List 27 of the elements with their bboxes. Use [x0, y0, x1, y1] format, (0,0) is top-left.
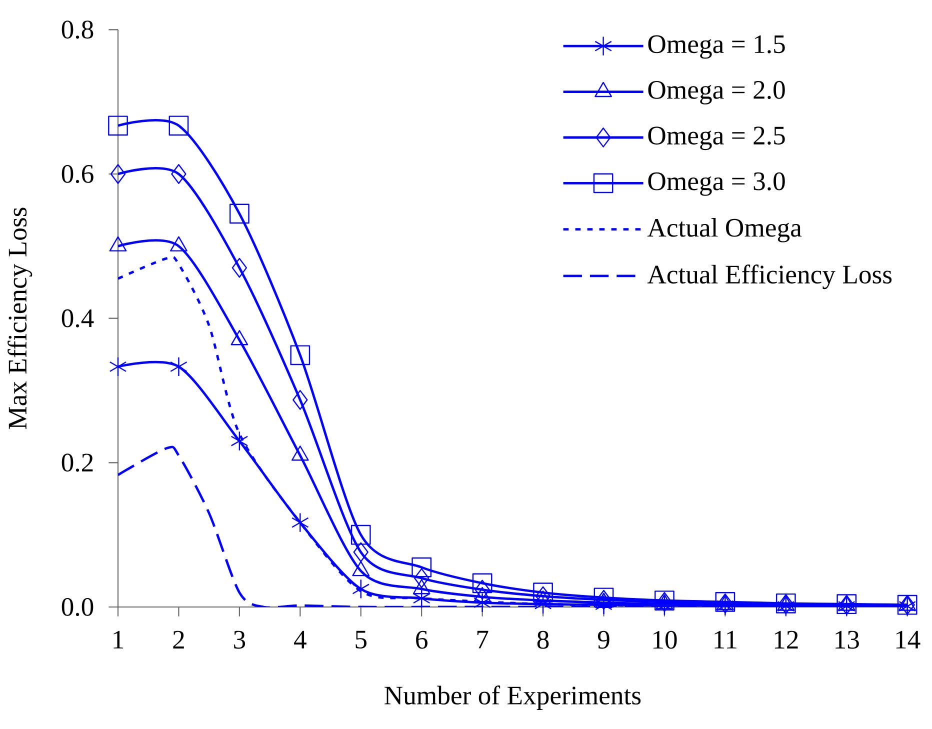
y-tick-label: 0.4	[62, 309, 94, 328]
x-tick-label: 9	[598, 630, 610, 649]
y-tick-label: 0.2	[62, 454, 93, 472]
legend-label: Omega = 2.0	[648, 80, 785, 104]
x-tick-label: 10	[653, 630, 677, 649]
x-axis-title: Number of Experiments	[384, 686, 641, 710]
y-tick-label: 0.6	[62, 164, 94, 184]
x-tick-label: 12	[774, 630, 798, 648]
x-tick-label: 1	[114, 630, 124, 648]
legend-label: Omega = 1.5	[648, 35, 785, 59]
x-tick-label: 14	[896, 630, 920, 648]
x-tick-label: 3	[234, 630, 246, 649]
y-tick-label: 0.8	[62, 20, 94, 39]
x-tick-label: 4	[294, 630, 306, 648]
legend-label: Omega = 2.5	[648, 126, 785, 150]
x-tick-label: 6	[416, 630, 428, 649]
y-tick-label: 0.0	[62, 598, 94, 616]
legend-label: Actual Efficiency Loss	[647, 264, 892, 290]
legend-label: Actual Omega	[647, 218, 802, 242]
legend-label: Omega = 3.0	[648, 172, 785, 196]
x-tick-label: 7	[477, 630, 488, 648]
x-tick-label: 11	[714, 630, 736, 648]
x-tick-label: 8	[537, 630, 549, 649]
x-tick-label: 5	[356, 630, 366, 649]
x-tick-label: 13	[836, 630, 859, 649]
y-axis-title: Max Efficiency Loss	[8, 208, 32, 430]
x-tick-label: 2	[173, 630, 184, 648]
